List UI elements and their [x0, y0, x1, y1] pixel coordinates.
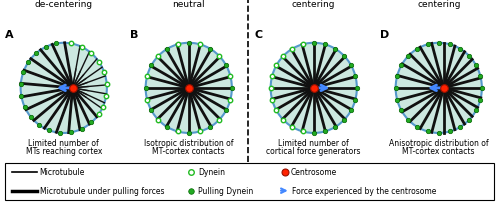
Text: C: C	[255, 30, 263, 40]
Text: Microtubule: Microtubule	[40, 168, 85, 177]
FancyBboxPatch shape	[5, 163, 494, 200]
Text: Anisotropic distribution of: Anisotropic distribution of	[389, 139, 488, 148]
Text: Isotropic distribution of: Isotropic distribution of	[144, 139, 234, 148]
Ellipse shape	[270, 43, 357, 133]
Text: Limited number of: Limited number of	[28, 139, 99, 148]
Text: neutral: neutral	[172, 0, 205, 9]
Text: Centrosome: Centrosome	[290, 168, 337, 177]
Text: Limited number of: Limited number of	[278, 139, 349, 148]
Text: Pulling Dynein: Pulling Dynein	[198, 187, 254, 196]
Text: D: D	[380, 30, 389, 40]
Text: de-centering: de-centering	[34, 0, 93, 9]
Ellipse shape	[396, 43, 482, 133]
Text: Microtubule under pulling forces: Microtubule under pulling forces	[40, 187, 164, 196]
Text: B: B	[130, 30, 138, 40]
Text: MT-cortex contacts: MT-cortex contacts	[402, 147, 475, 156]
Text: cortical force generators: cortical force generators	[266, 147, 361, 156]
Text: A: A	[5, 30, 14, 40]
Text: MTs reaching cortex: MTs reaching cortex	[26, 147, 102, 156]
Text: centering: centering	[292, 0, 336, 9]
Ellipse shape	[20, 43, 107, 133]
Ellipse shape	[146, 43, 232, 133]
Text: Dynein: Dynein	[198, 168, 225, 177]
Text: MT-cortex contacts: MT-cortex contacts	[152, 147, 225, 156]
Text: centering: centering	[417, 0, 461, 9]
Text: Force experienced by the centrosome: Force experienced by the centrosome	[292, 187, 436, 196]
